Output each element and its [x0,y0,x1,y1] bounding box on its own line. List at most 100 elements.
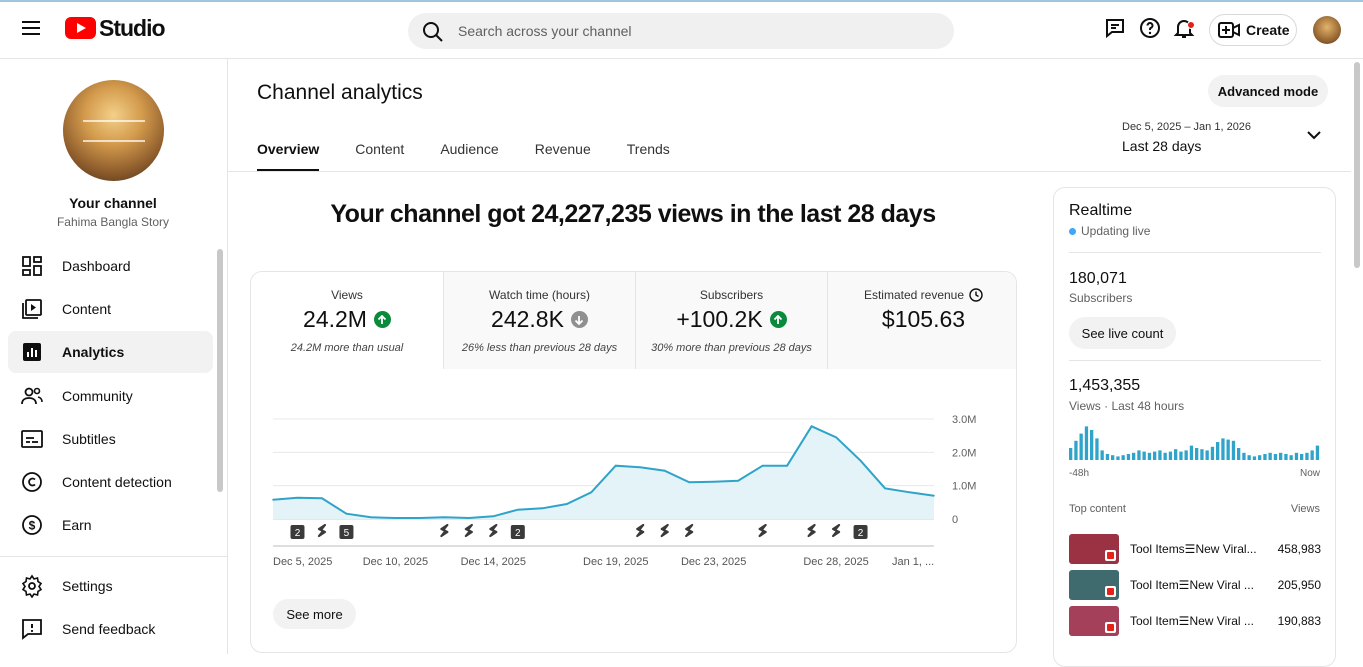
sidebar-item-analytics[interactable]: Analytics [8,331,213,373]
views-headline: Your channel got 24,227,235 views in the… [330,200,936,228]
x-tick-label: Dec 19, 2025 [583,556,648,568]
notification-badge [1187,21,1195,29]
shorts-icon [1105,622,1116,633]
shorts-marker-icon [440,523,449,538]
search-input[interactable] [458,13,928,49]
channel-handle: Fahima Bangla Story [56,215,170,229]
tab-content[interactable]: Content [355,141,405,157]
realtime-bar [1195,448,1199,460]
data-point [859,459,862,462]
realtime-bar [1090,430,1094,460]
realtime-bar [1174,449,1178,460]
feedback-icon-button[interactable] [1104,16,1128,40]
video-title: Tool Item☰New Viral ... [1130,614,1254,628]
see-more-button[interactable]: See more [273,599,356,629]
realtime-bar [1105,454,1110,460]
realtime-bar [1273,454,1278,460]
video-thumbnail [1069,534,1119,564]
data-point [933,494,935,497]
data-point [737,479,739,482]
data-point [835,436,837,439]
date-range-label[interactable]: Last 28 days [1122,138,1202,154]
metric-watch-time[interactable]: Watch time (hours) 242.8K 26% less than … [443,272,635,369]
realtime-bar [1284,454,1288,460]
realtime-bar [1294,452,1299,460]
realtime-bar [1289,455,1293,460]
realtime-bar [1242,452,1246,460]
account-avatar[interactable] [1313,16,1341,44]
realtime-status-text: Updating live [1081,224,1151,238]
data-point [321,497,323,500]
channel-avatar[interactable] [63,80,164,181]
realtime-axis-start: -48h [1069,468,1090,479]
video-title: Tool Item☰New Viral ... [1130,578,1254,592]
top-content-row[interactable]: Tool Items☰New Viral... 458,983 [1069,534,1321,564]
metric-label: Views [331,288,363,302]
studio-logo[interactable]: Studio [65,15,166,41]
metric-revenue[interactable]: Estimated revenue $105.63 [827,272,1016,369]
metric-comparison: 24.2M more than usual [290,342,404,354]
svg-text:$: $ [29,519,36,533]
views-line [272,425,935,520]
chevron-down-icon[interactable] [1306,129,1322,141]
main-scrollbar[interactable] [1354,62,1360,268]
upload-count: 5 [344,528,350,539]
divider [1069,252,1321,253]
realtime-bar [1084,426,1089,460]
trend-down-icon [570,311,588,328]
realtime-bar [1163,452,1167,460]
trend-up-icon [769,311,787,328]
help-icon[interactable] [1138,16,1162,40]
shorts-marker-icon [831,523,841,538]
realtime-bar-chart[interactable] [1069,424,1321,462]
tab-trends[interactable]: Trends [626,141,670,157]
video-views: 190,883 [1277,614,1321,628]
feedback-icon [22,619,42,640]
data-point [370,516,372,519]
hamburger-icon [22,21,40,35]
tab-audience[interactable]: Audience [440,141,499,157]
see-live-count-button[interactable]: See live count [1069,317,1176,349]
search-bar [408,13,954,49]
sidebar-item-label: Content [62,301,112,317]
video-thumbnail [1069,606,1119,636]
data-point [541,507,544,510]
views-chart[interactable]: 0 1.0M 2.0M 3.0M 2 5 2 2 Dec 5, 2025 Dec 10, 2025… [251,372,1017,602]
sidebar-item-label: Earn [62,517,92,533]
sidebar: Your channel Fahima Bangla Story Dashboa… [0,59,228,654]
sidebar-item-subtitles[interactable]: Subtitles [8,418,213,460]
top-content-row[interactable]: Tool Item☰New Viral ... 205,950 [1069,570,1321,600]
create-video-icon [1218,22,1240,38]
sidebar-item-send-feedback[interactable]: Send feedback [8,608,213,650]
tab-overview[interactable]: Overview [257,141,320,171]
realtime-bar [1237,448,1241,460]
metric-value: 24.2M [303,306,367,332]
realtime-bar [1205,450,1209,460]
sidebar-item-dashboard[interactable]: Dashboard [8,245,213,287]
sidebar-scrollbar[interactable] [217,249,223,492]
create-button[interactable]: Create [1209,14,1297,46]
menu-button[interactable] [14,10,50,46]
sidebar-item-content[interactable]: Content [8,288,213,330]
shorts-marker-icon [758,523,767,538]
realtime-bar [1305,452,1309,460]
sidebar-divider [0,556,227,557]
sidebar-item-content-detection[interactable]: Content detection [8,461,213,503]
sidebar-item-settings[interactable]: Settings [8,565,213,607]
top-content-row[interactable]: Tool Item☰New Viral ... 190,883 [1069,606,1321,636]
realtime-title: Realtime [1069,202,1133,219]
sidebar-item-community[interactable]: Community [8,375,213,417]
realtime-bar [1121,455,1125,460]
realtime-bar [1153,451,1157,460]
sidebar-item-earn[interactable]: $ Earn [8,504,213,546]
advanced-mode-button[interactable]: Advanced mode [1208,75,1328,107]
data-point [639,466,642,469]
search-icon[interactable] [422,21,444,43]
shorts-marker-icon [685,523,694,538]
metric-views[interactable]: Views 24.2M 24.2M more than usual [251,272,443,369]
tab-revenue[interactable]: Revenue [534,141,591,157]
video-title: Tool Items☰New Viral... [1130,542,1257,556]
notifications-icon[interactable] [1172,16,1196,40]
metric-subscribers[interactable]: Subscribers +100.2K 30% more than previo… [635,272,827,369]
metric-value: +100.2K [676,306,763,332]
